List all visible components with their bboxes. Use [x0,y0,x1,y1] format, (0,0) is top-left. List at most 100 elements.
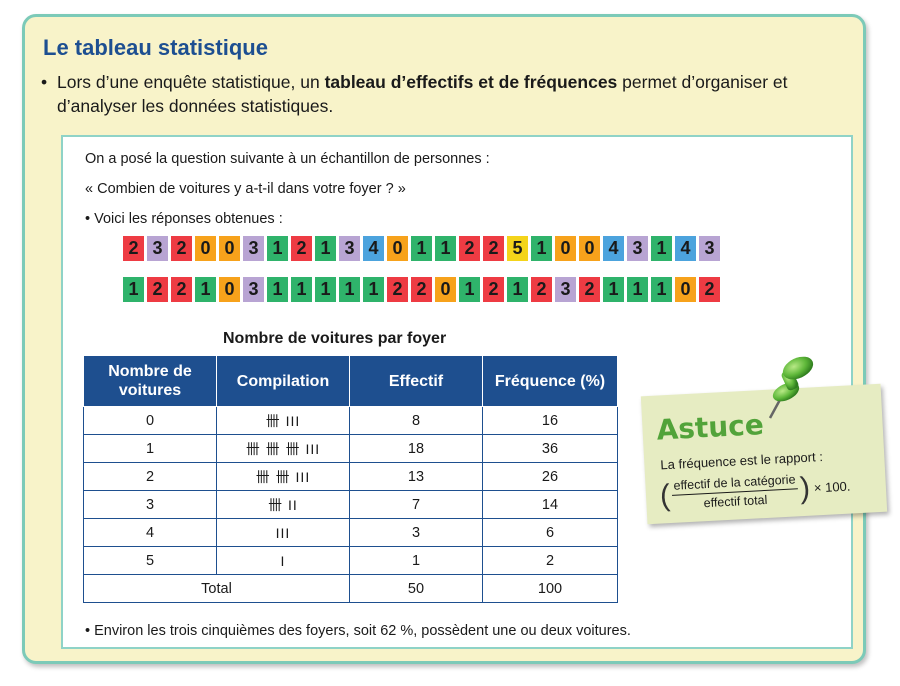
response-box: 1 [651,236,672,261]
response-box: 3 [243,236,264,261]
cell-count: 7 [349,490,483,519]
question-context: On a posé la question suivante à un écha… [85,151,490,167]
response-box: 2 [171,236,192,261]
frequency-table: Nombre de voitures Compilation Effectif … [83,355,618,603]
cell-total-label: Total [83,574,350,603]
table-row: 1 卌 卌 卌 III 18 36 [83,434,618,463]
cell-count: 18 [349,434,483,463]
response-box: 2 [459,236,480,261]
response-box: 1 [315,236,336,261]
astuce-text: La fréquence est le rapport : [660,448,824,473]
cell-count: 8 [349,406,483,435]
response-box: 1 [291,277,312,302]
cell-frequency: 26 [482,462,618,491]
response-box: 0 [195,236,216,261]
response-box: 0 [675,277,696,302]
cell-frequency: 36 [482,434,618,463]
cell-tally: 卌 卌 卌 III [216,434,350,463]
header-frequence: Fréquence (%) [482,355,618,407]
cell-tally: 卌 卌 III [216,462,350,491]
cell-value: 1 [83,434,217,463]
response-box: 1 [267,277,288,302]
cell-tally: III [216,518,350,547]
response-box: 1 [315,277,336,302]
response-box: 1 [507,277,528,302]
table-total-row: Total 50 100 [83,574,618,603]
cell-value: 4 [83,518,217,547]
intro-bullet: • [41,72,48,92]
response-box: 1 [195,277,216,302]
response-box: 1 [627,277,648,302]
response-box: 0 [579,236,600,261]
response-box: 2 [531,277,552,302]
cell-value: 0 [83,406,217,435]
response-box: 3 [627,236,648,261]
cell-count: 3 [349,518,483,547]
response-box: 0 [387,236,408,261]
intro-text: Lors d’une enquête statistique, un table… [57,70,841,118]
cell-total-count: 50 [349,574,483,603]
response-box: 2 [387,277,408,302]
cell-tally: I [216,546,350,575]
response-box: 1 [603,277,624,302]
response-box: 3 [555,277,576,302]
table-row: 5 I 1 2 [83,546,618,575]
intro-after: permet d’organiser et d’analyser les don… [57,72,788,116]
cell-tally: 卌 III [216,406,350,435]
response-box: 2 [411,277,432,302]
table-row: 3 卌 II 7 14 [83,490,618,519]
example-box: On a posé la question suivante à un écha… [61,135,853,649]
content-panel: Le tableau statistique • Lors d’une enqu… [22,14,866,664]
response-box: 1 [363,277,384,302]
response-box: 4 [363,236,384,261]
intro-before: Lors d’une enquête statistique, un [57,72,325,92]
response-box: 2 [483,277,504,302]
fraction: effectif de la catégorie effectif total [671,472,799,512]
cell-total-frequency: 100 [482,574,618,603]
table-row: 0 卌 III 8 16 [83,406,618,435]
response-box: 1 [459,277,480,302]
response-box: 0 [219,277,240,302]
response-box: 2 [579,277,600,302]
cell-count: 1 [349,546,483,575]
cell-frequency: 16 [482,406,618,435]
astuce-formula: ( effectif de la catégorie effectif tota… [659,470,851,513]
response-box: 3 [147,236,168,261]
section-title: Le tableau statistique [43,35,268,60]
cell-frequency: 6 [482,518,618,547]
response-box: 1 [123,277,144,302]
header-compilation: Compilation [216,355,350,407]
cell-frequency: 14 [482,490,618,519]
response-box: 1 [267,236,288,261]
responses-label: • Voici les réponses obtenues : [85,211,283,227]
table-row: 2 卌 卌 III 13 26 [83,462,618,491]
right-paren: ) [799,471,811,505]
fraction-denominator: effectif total [703,492,768,511]
cell-value: 5 [83,546,217,575]
cell-value: 2 [83,462,217,491]
response-box: 0 [435,277,456,302]
cell-frequency: 2 [482,546,618,575]
header-effectif: Effectif [349,355,483,407]
response-box: 2 [147,277,168,302]
question-text: « Combien de voitures y a-t-il dans votr… [85,181,406,197]
cell-value: 3 [83,490,217,519]
response-box: 4 [603,236,624,261]
response-box: 1 [339,277,360,302]
conclusion-text: • Environ les trois cinquièmes des foyer… [85,623,631,639]
table-row: 4 III 3 6 [83,518,618,547]
cell-count: 13 [349,462,483,491]
table-title: Nombre de voitures par foyer [223,330,447,347]
response-box: 3 [699,236,720,261]
response-box: 1 [651,277,672,302]
response-box: 0 [219,236,240,261]
table-header-row: Nombre de voitures Compilation Effectif … [83,355,618,407]
left-paren: ( [659,478,671,512]
formula-multiplier: × 100. [813,478,851,496]
response-box: 5 [507,236,528,261]
response-box: 3 [243,277,264,302]
response-box: 1 [435,236,456,261]
intro-paragraph: • Lors d’une enquête statistique, un tab… [41,70,841,118]
